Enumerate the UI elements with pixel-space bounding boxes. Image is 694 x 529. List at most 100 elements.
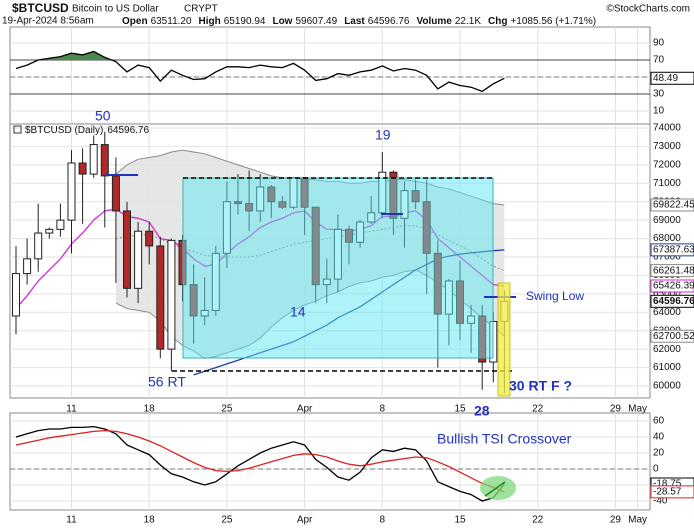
annotation: 28 <box>474 403 490 419</box>
value-label-box <box>650 279 694 293</box>
candle-body <box>145 230 154 247</box>
value-label-box <box>650 71 694 85</box>
annotation: 14 <box>290 304 306 320</box>
symbol: $BTCUSD <box>12 1 69 15</box>
y-tick-label: 0 <box>653 464 659 475</box>
crossover-arrow <box>484 481 506 497</box>
x-tick-label: 8 <box>380 404 386 415</box>
candle-body <box>78 162 87 175</box>
x-tick-label: 25 <box>221 404 233 415</box>
candle-body <box>45 228 54 234</box>
value-label-box <box>650 485 694 499</box>
x-tick-label: 15 <box>454 404 466 415</box>
overbought-area <box>38 51 112 60</box>
value-label-box <box>650 294 694 308</box>
x-tick-label: 8 <box>380 515 386 526</box>
y-tick-label: 70 <box>653 55 665 66</box>
y-tick-label: 65000 <box>653 288 681 299</box>
quote: Open 63511.20 High 65190.94 Low 59607.49 Last 6… <box>122 16 596 27</box>
y-tick-label: 64000 <box>653 307 681 318</box>
exchange: CRYPT <box>184 4 218 15</box>
line <box>15 429 505 493</box>
x-tick-label: 22 <box>532 515 544 526</box>
candle-body <box>34 232 43 260</box>
symbol-name: Bitcoin to US Dollar <box>72 4 159 15</box>
quote-value: 65190.94 <box>224 16 266 27</box>
value-label: -18.75 <box>653 479 682 490</box>
value-label: 62700.52 <box>653 331 694 342</box>
panel-icon <box>13 125 22 134</box>
quote-value: 59607.49 <box>295 16 337 27</box>
y-tick-label: 61000 <box>653 362 681 373</box>
panel-frame <box>9 412 651 511</box>
value-label-box <box>650 198 694 212</box>
date: 19-Apr-2024 8:56am <box>2 16 94 27</box>
quote-value: 22.1K <box>455 16 481 27</box>
y-tick-label: 30 <box>653 89 665 100</box>
candle-body <box>111 175 120 212</box>
quote-value: 64596.76 <box>368 16 410 27</box>
y-tick-label: 73000 <box>653 141 681 152</box>
quote-value: 63511.20 <box>151 16 192 27</box>
y-tick-label: 40 <box>653 432 665 443</box>
annotation: 19 <box>375 127 391 143</box>
annotation: Bullish TSI Crossover <box>437 431 572 447</box>
value-label: 64596.76 <box>653 296 694 307</box>
highlight-box <box>497 282 511 397</box>
quote-value: +1085.56 (+1.71%) <box>510 16 596 27</box>
y-tick-label: 62000 <box>653 344 681 355</box>
value-label: -28.57 <box>653 486 682 497</box>
value-label-box <box>650 329 694 343</box>
y-tick-label: 60000 <box>653 381 681 392</box>
candle-body <box>123 210 131 289</box>
x-tick-label: 11 <box>66 404 77 415</box>
quote-label: Volume <box>416 16 452 27</box>
range-box <box>182 177 494 359</box>
candle-body <box>23 258 32 275</box>
candle-body <box>134 230 143 289</box>
x-tick-label: 25 <box>221 515 233 526</box>
candle-body <box>89 144 98 175</box>
x-tick-label: Apr <box>297 515 313 526</box>
x-tick-label: 29 <box>610 404 622 415</box>
x-tick-label: 18 <box>144 515 156 526</box>
x-tick-label: 22 <box>532 404 544 415</box>
value-label-box <box>650 264 694 278</box>
panel-frame <box>9 123 651 399</box>
annotation: 30 RT F ? <box>509 378 572 394</box>
candle-body <box>56 219 65 230</box>
y-tick-label: 10 <box>653 106 665 117</box>
value-label: 66261.48 <box>653 265 694 276</box>
x-tick-label: May <box>628 404 647 415</box>
y-tick-label: 69000 <box>653 215 681 226</box>
value-label: 65426.39 <box>653 281 694 292</box>
candle-body <box>156 245 165 350</box>
annotation: Swing Low <box>526 289 584 303</box>
y-tick-label: -40 <box>653 496 668 507</box>
quote-label: Chg <box>488 16 507 27</box>
y-tick-label: 90 <box>653 38 665 49</box>
y-tick-label: 20 <box>653 448 665 459</box>
x-tick-label: Apr <box>297 404 313 415</box>
candle-body <box>67 162 76 221</box>
quote-label: High <box>199 16 221 27</box>
annotation: 56 RT <box>148 374 186 390</box>
label-layer: 48.49 69822.45 66261.48 62700.52 65426.39 673… <box>650 71 694 499</box>
x-tick-label: 15 <box>454 515 466 526</box>
y-tick-label: 67000 <box>653 252 681 263</box>
candle-body <box>167 239 176 350</box>
annotation: 50 <box>95 108 111 124</box>
y-tick-label: 68000 <box>653 233 681 244</box>
annotation-layer: $BTCUSD (Daily) 64596.76 50 19 14 56 RT 2… <box>13 108 584 500</box>
value-label: 69822.45 <box>653 200 694 211</box>
copyright: ©StockCharts.com <box>606 4 690 15</box>
x-tick-label: 29 <box>610 515 622 526</box>
y-tick-label: 60 <box>653 416 665 427</box>
candle-body <box>12 273 20 317</box>
y-tick-label: 71000 <box>653 178 681 189</box>
y-tick-label: 72000 <box>653 159 681 170</box>
x-tick-label: May <box>628 515 647 526</box>
y-tick-label: 74000 <box>653 123 681 134</box>
value-label: 67387.63 <box>653 244 694 255</box>
